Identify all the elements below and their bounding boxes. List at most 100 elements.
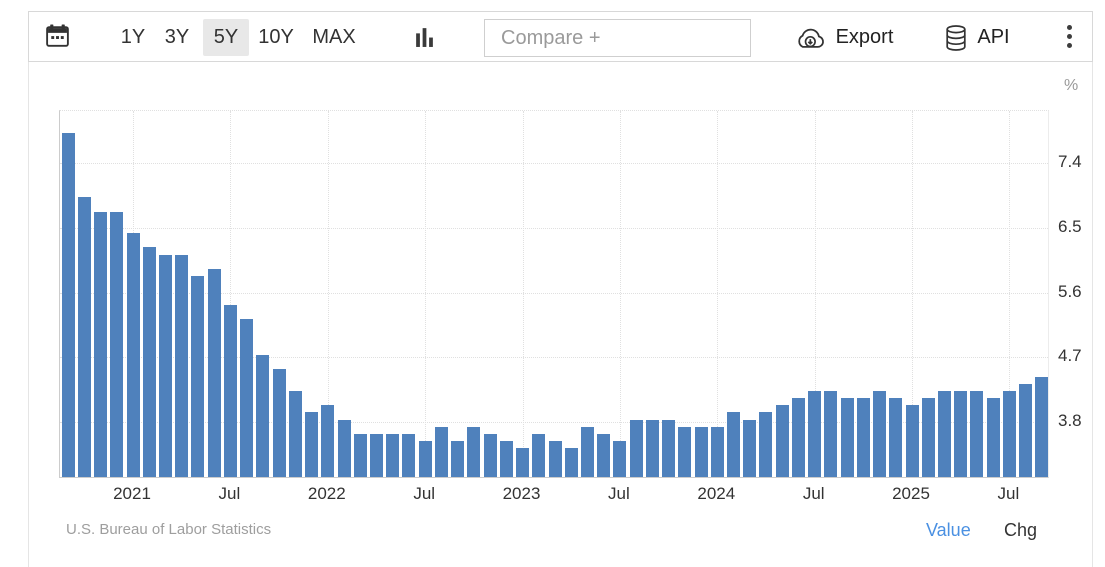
bar[interactable] — [483, 434, 497, 477]
bar[interactable] — [970, 390, 984, 477]
bar[interactable] — [840, 398, 854, 477]
bar[interactable] — [662, 419, 676, 477]
bar[interactable] — [743, 419, 757, 477]
bar[interactable] — [256, 355, 270, 477]
bar[interactable] — [645, 419, 659, 477]
bar[interactable] — [175, 254, 189, 477]
v-gridline — [619, 111, 621, 477]
compare-input[interactable] — [484, 19, 751, 57]
bar[interactable] — [597, 434, 611, 477]
y-axis-unit: % — [1064, 77, 1079, 94]
api-button[interactable]: API — [941, 19, 1013, 56]
bar[interactable] — [791, 398, 805, 477]
bar[interactable] — [921, 398, 935, 477]
bar[interactable] — [889, 398, 903, 477]
x-tick-label: Jul — [608, 484, 630, 503]
y-tick-label: 6.5 — [1058, 216, 1082, 236]
bar[interactable] — [856, 398, 870, 477]
bar[interactable] — [678, 426, 692, 477]
bar[interactable] — [775, 405, 789, 477]
x-tick-label: Jul — [997, 484, 1020, 503]
bar[interactable] — [727, 412, 741, 477]
range-label: MAX — [312, 26, 356, 48]
bar[interactable] — [191, 276, 205, 477]
bar[interactable] — [402, 434, 416, 477]
range-label: 10Y — [258, 26, 294, 48]
bar[interactable] — [938, 390, 951, 477]
export-label: Export — [835, 26, 894, 48]
bar[interactable] — [272, 369, 286, 477]
x-tick-label: 2022 — [307, 484, 346, 503]
bar[interactable] — [613, 441, 627, 477]
bar[interactable] — [288, 390, 302, 477]
bar[interactable] — [110, 211, 124, 477]
calendar-button[interactable] — [38, 19, 76, 56]
y-tick-label: 5.6 — [1058, 281, 1082, 301]
range-button-5y[interactable]: 5Y — [203, 19, 249, 56]
bar[interactable] — [499, 441, 513, 477]
bar[interactable] — [824, 390, 838, 477]
x-tick-label: 2021 — [113, 484, 151, 503]
h-gridline — [60, 227, 1048, 229]
cloud-download-icon — [793, 26, 827, 50]
bar[interactable] — [434, 426, 448, 477]
bar[interactable] — [369, 434, 383, 477]
bar[interactable] — [808, 390, 822, 477]
more-menu-button[interactable] — [1055, 19, 1083, 56]
y-tick-label: 4.7 — [1058, 346, 1082, 366]
bar[interactable] — [467, 426, 481, 477]
bar[interactable] — [207, 269, 221, 477]
range-button-max[interactable]: MAX — [303, 19, 365, 56]
bar[interactable] — [158, 254, 172, 477]
bar[interactable] — [305, 412, 319, 477]
bar[interactable] — [321, 405, 335, 477]
h-gridline — [60, 163, 1048, 165]
kebab-menu-icon — [1065, 24, 1074, 52]
bar[interactable] — [710, 426, 724, 477]
value-toggle[interactable]: Value — [926, 520, 971, 540]
bar[interactable] — [1002, 390, 1016, 477]
bar[interactable] — [759, 412, 773, 477]
chart-type-button[interactable] — [405, 19, 443, 56]
bar[interactable] — [694, 426, 708, 477]
bar[interactable] — [240, 319, 254, 477]
bar[interactable] — [873, 390, 887, 477]
bar[interactable] — [418, 441, 432, 477]
h-gridline — [60, 292, 1048, 294]
bar[interactable] — [516, 448, 530, 477]
chg-toggle[interactable]: Chg — [1004, 520, 1038, 540]
range-label: 3Y — [164, 26, 190, 48]
bar[interactable] — [386, 434, 400, 477]
bar[interactable] — [629, 419, 643, 477]
v-gridline — [1009, 111, 1011, 477]
range-button-10y[interactable]: 10Y — [249, 19, 303, 56]
bar[interactable] — [126, 233, 140, 477]
api-label: API — [977, 26, 1010, 48]
bar[interactable] — [94, 211, 108, 477]
bar[interactable] — [353, 434, 367, 477]
bar[interactable] — [142, 247, 156, 477]
plot-area — [59, 110, 1049, 478]
bar[interactable] — [986, 398, 1000, 477]
bar[interactable] — [77, 197, 91, 477]
bar[interactable] — [223, 304, 237, 477]
bar[interactable] — [1035, 376, 1049, 477]
bar[interactable] — [337, 419, 351, 477]
v-gridline — [814, 111, 816, 477]
bar[interactable] — [580, 426, 594, 477]
range-button-1y[interactable]: 1Y — [111, 19, 155, 56]
bar[interactable] — [61, 132, 75, 477]
bar[interactable] — [451, 441, 465, 477]
bar[interactable] — [905, 405, 919, 477]
bar[interactable] — [954, 390, 968, 477]
x-tick-label: 2025 — [892, 484, 930, 503]
bar[interactable] — [548, 441, 562, 477]
export-button[interactable]: Export — [787, 19, 899, 56]
v-gridline — [230, 111, 232, 477]
chart-container: % 2021 Jul 2022 Jul 2023 Jul 2024 Jul 2025 Jul 3.… — [28, 62, 1093, 567]
v-gridline — [327, 111, 329, 477]
range-button-3y[interactable]: 3Y — [155, 19, 199, 56]
bar[interactable] — [564, 448, 578, 477]
bar[interactable] — [532, 434, 546, 477]
bar[interactable] — [1019, 383, 1033, 477]
